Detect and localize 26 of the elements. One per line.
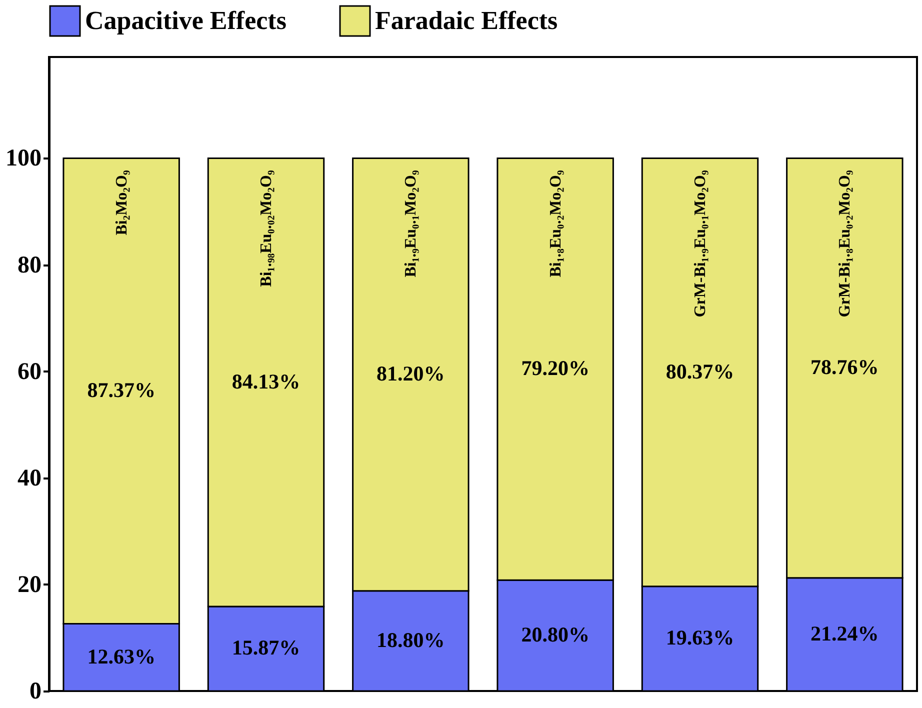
x-tick-label: Bi₁.₈Eu₀.₂Mo₂O₉ — [547, 170, 564, 278]
x-tick-label: GrM-Bi₁.₉Eu₀.₁Mo₂O₉ — [692, 170, 709, 318]
data-label: 79.20% — [521, 356, 590, 380]
data-label: 87.37% — [87, 378, 156, 402]
data-label: 20.80% — [521, 622, 590, 647]
y-tick-label: 60 — [18, 358, 42, 385]
data-label: 84.13% — [232, 369, 300, 394]
y-tick-label: 80 — [18, 252, 42, 278]
x-tick-label: Bi₂Mo₂O₉ — [113, 170, 130, 236]
data-label: 12.63% — [87, 644, 156, 668]
data-label: 15.87% — [232, 636, 300, 660]
x-tick-label: Bi₁.₉Eu₀.₁Mo₂O₉ — [402, 170, 420, 278]
y-tick-label: 0 — [30, 678, 42, 704]
data-label: 78.76% — [810, 355, 879, 380]
y-tick-label: 100 — [6, 146, 42, 172]
legend-label: Capacitive Effects — [85, 6, 286, 35]
data-label: 18.80% — [376, 628, 445, 652]
data-label: 81.20% — [376, 362, 445, 386]
data-label: 21.24% — [810, 621, 879, 646]
y-tick-label: 20 — [18, 572, 42, 598]
x-tick-label: GrM-Bi₁.₈Eu₀.₂Mo₂O₉ — [836, 170, 854, 318]
data-label: 19.63% — [666, 626, 734, 650]
x-tick-label: Bi₁.₉₈Eu₀.₀₂Mo₂O₉ — [258, 170, 275, 287]
y-tick-label: 40 — [18, 465, 42, 492]
data-label: 80.37% — [666, 359, 734, 384]
legend-label: Faradaic Effects — [375, 6, 558, 35]
